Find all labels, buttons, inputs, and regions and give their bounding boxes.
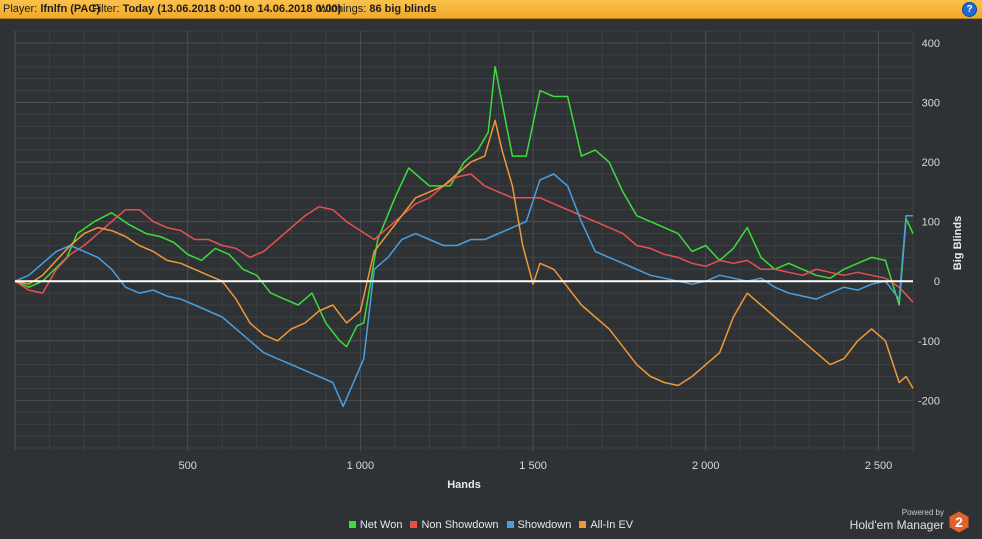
y-tick-label: 100 <box>922 217 940 229</box>
y-tick-label: 400 <box>922 38 940 50</box>
legend-item[interactable]: Non Showdown <box>410 519 499 531</box>
y-tick-label: 200 <box>922 157 940 169</box>
player-label: Player: <box>3 3 38 15</box>
legend-label: Showdown <box>517 519 572 531</box>
winnings-value: 86 big blinds <box>369 3 437 15</box>
legend-swatch <box>579 521 587 528</box>
winnings-label: Winnings: <box>318 3 367 15</box>
legend-label: Non Showdown <box>421 519 499 531</box>
x-tick-label: 2 500 <box>865 460 893 472</box>
logo-hexagon <box>949 511 969 533</box>
player-name: lfnlfn (PAC) <box>40 3 100 15</box>
legend-swatch <box>506 521 514 528</box>
y-tick-label: 0 <box>934 276 940 288</box>
y-axis-label: Big Blinds <box>952 216 964 270</box>
legend-item[interactable]: All-In EV <box>579 519 633 531</box>
winnings-chart: 500 1 000 1 500 2 000 2 500 400 300 200 100 0 -10… <box>14 30 964 491</box>
logo-digit: 2 <box>955 514 963 530</box>
y-tick-label: -200 <box>918 395 940 407</box>
x-tick-label: 2 000 <box>692 460 720 472</box>
x-tick-label: 500 <box>179 460 197 472</box>
brand-name: Hold'em Manager <box>849 518 944 532</box>
legend-swatch <box>348 521 356 528</box>
series-line-all-in-ev <box>14 119 914 389</box>
filter-label: Filter: <box>92 3 120 15</box>
hem-logo-icon: 2 <box>949 511 969 533</box>
chart-header: Player: lfnlfn (PAC) Filter: Today (13.0… <box>0 0 982 19</box>
x-tick-label: 1 000 <box>347 460 375 472</box>
legend-item[interactable]: Showdown <box>506 519 572 531</box>
series-line-showdown <box>14 173 913 408</box>
legend-item[interactable]: Net Won <box>348 519 403 531</box>
y-tick-label: 300 <box>922 97 940 109</box>
legend-swatch <box>410 521 418 528</box>
legend-label: All-In EV <box>590 519 634 531</box>
y-tick-label: -100 <box>918 336 940 348</box>
filter-value: Today (13.06.2018 0:00 to 14.06.2018 0:0… <box>122 3 342 15</box>
legend-label: Net Won <box>359 519 403 531</box>
x-tick-label: 1 500 <box>519 460 547 472</box>
x-axis-label: Hands <box>447 479 481 491</box>
branding: Powered by Hold'em Manager 2 <box>840 508 970 536</box>
powered-by-text: Powered by <box>901 508 944 517</box>
series-line-non-showdown <box>14 173 914 303</box>
question-icon[interactable]: ? <box>962 2 977 17</box>
chart-legend: Net Won Non Showdown Showdown All-In EV <box>0 519 982 533</box>
